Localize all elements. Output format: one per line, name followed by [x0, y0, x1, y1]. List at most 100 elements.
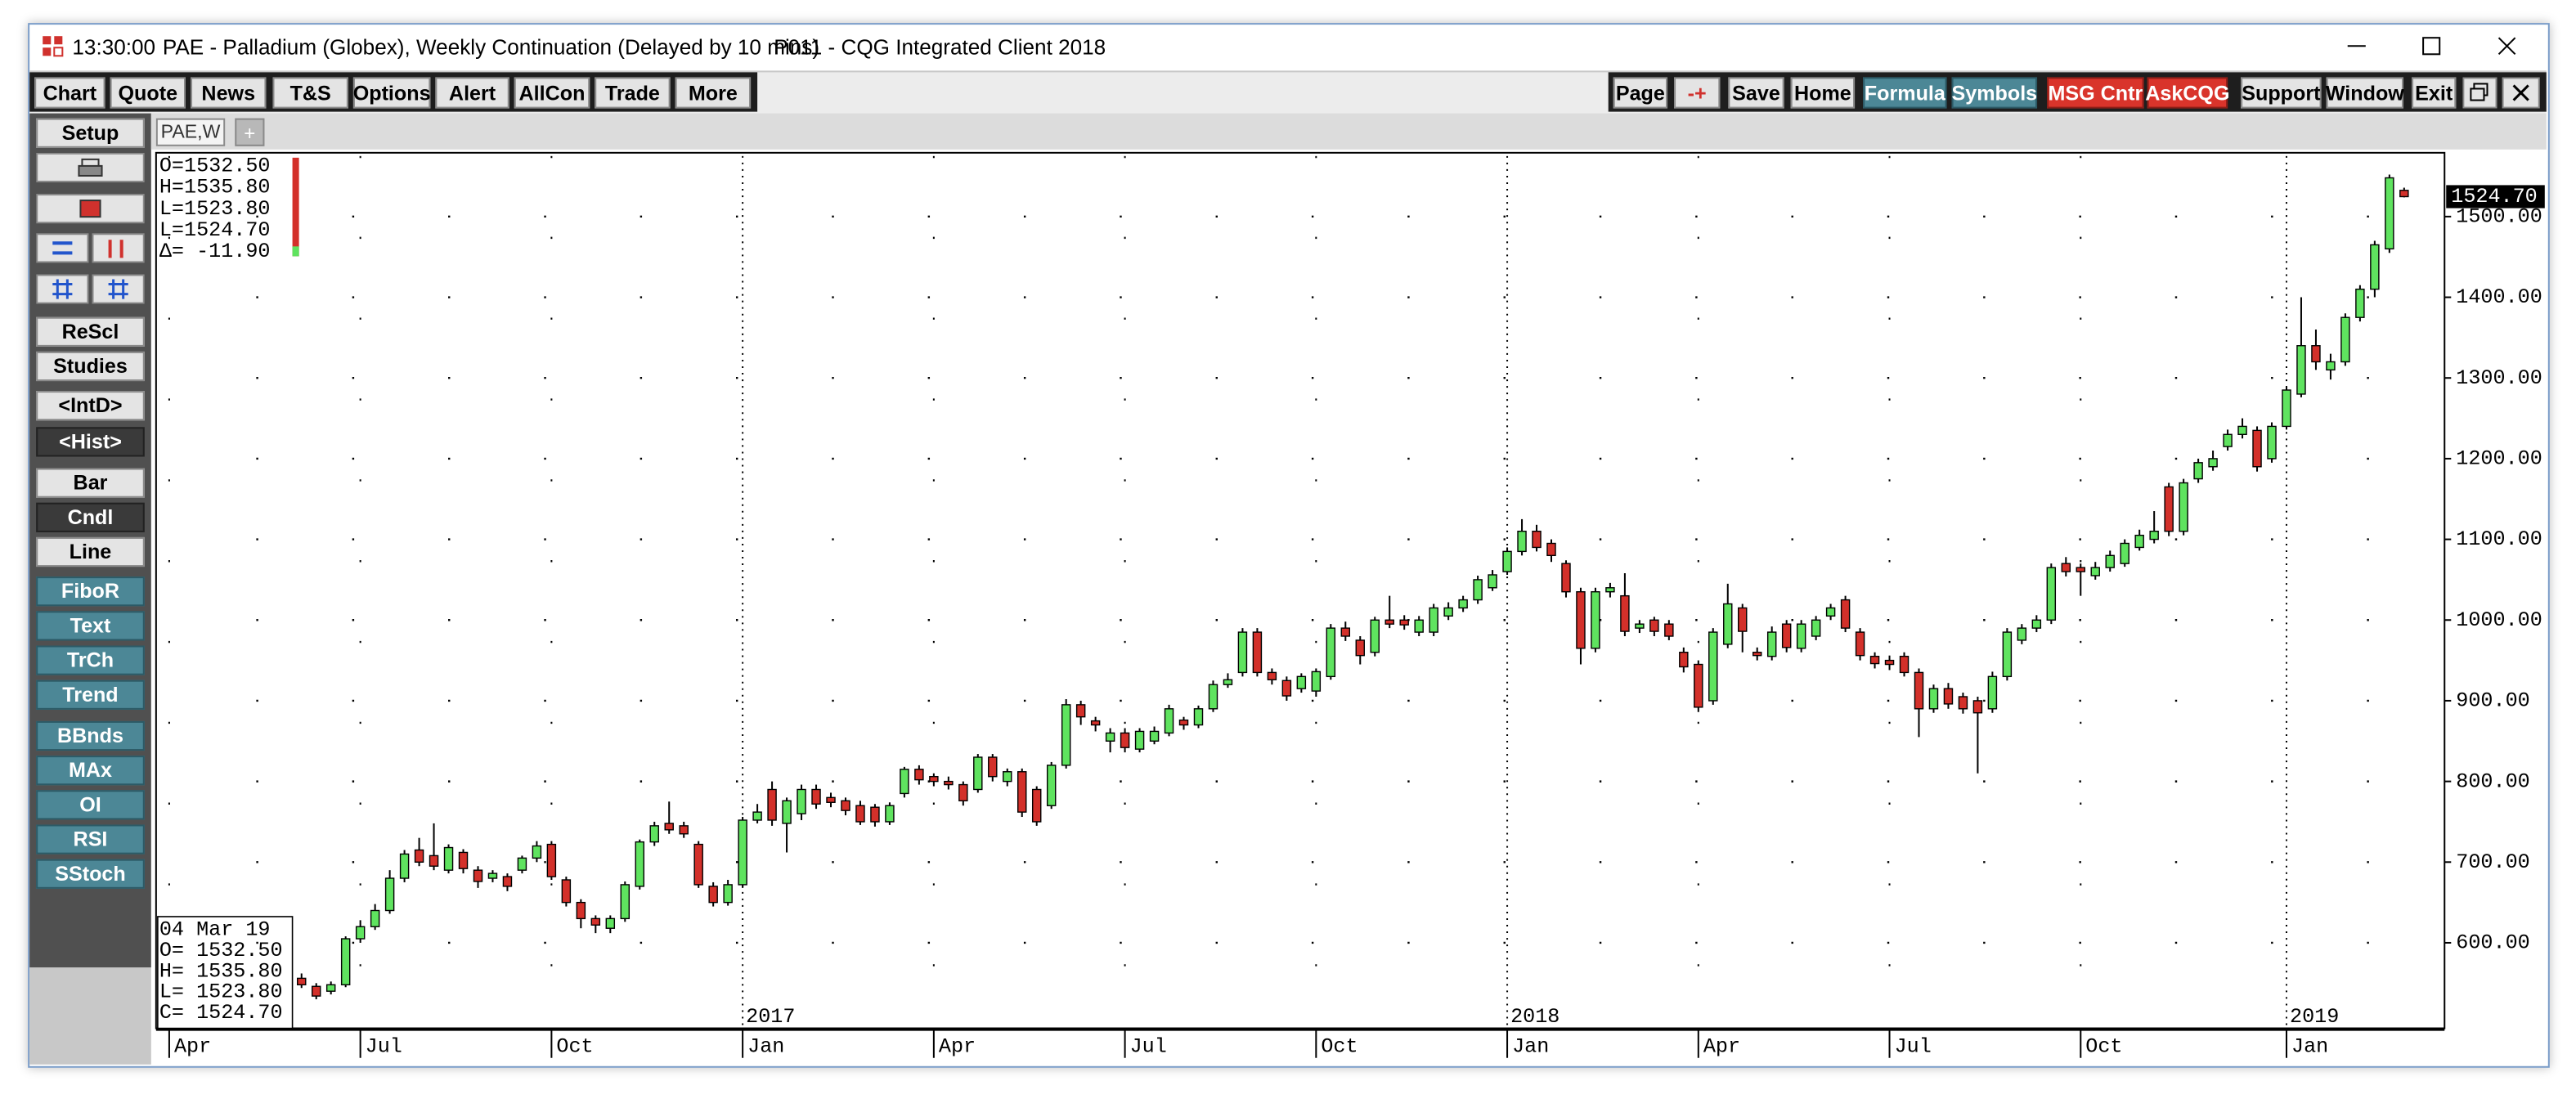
candle-body [1855, 631, 1865, 657]
candle-body [1488, 574, 1497, 589]
candle-body [443, 846, 454, 871]
candle-body [1825, 607, 1836, 617]
sidebar-button[interactable]: ReScl [36, 316, 145, 347]
candle-body [752, 811, 762, 821]
candle-body [1031, 788, 1042, 823]
toolbar-button[interactable]: AllCon [514, 77, 590, 109]
clock: 13:30:00 [72, 34, 156, 60]
sidebar-button[interactable]: Line [36, 536, 145, 567]
window-controls[interactable] [2333, 26, 2538, 65]
candle-body [635, 841, 644, 887]
candle-body [1766, 631, 1777, 657]
candle-body [517, 857, 527, 871]
sidebar-button[interactable]: SStoch [36, 859, 145, 889]
candle-body [767, 788, 777, 821]
candle-body [1708, 631, 1718, 702]
candle-body [855, 805, 865, 823]
candle-body [311, 985, 321, 997]
candle-body [2149, 531, 2159, 541]
chart-tab[interactable]: PAE,W [155, 118, 226, 146]
cursor-box [157, 916, 294, 1029]
ohlc-info: H=1535.80 [159, 176, 271, 200]
x-tick-label: Oct [1321, 1034, 1358, 1058]
candle-body [2282, 389, 2291, 428]
toolbar-button[interactable]: Exit [2412, 77, 2457, 109]
mini-bar-green [292, 246, 299, 257]
sidebar-button[interactable]: <IntD> [36, 391, 145, 421]
candle-body [1561, 563, 1571, 593]
candle-body [1679, 652, 1689, 668]
candle-body [1296, 675, 1307, 689]
candle-body [1811, 619, 1821, 637]
sidebar-button[interactable]: FiboR [36, 576, 145, 607]
candle-body [2076, 567, 2085, 572]
candle-body [2164, 486, 2174, 532]
sidebar-button[interactable]: OI [36, 790, 145, 820]
toolbar-button[interactable]: Page [1613, 77, 1668, 109]
toolbar-button[interactable]: Home [1790, 77, 1856, 109]
candle-body [1664, 623, 1674, 637]
candle-body [1281, 680, 1292, 697]
tab-row [150, 113, 2547, 150]
toolbar-button[interactable]: T&S [272, 77, 348, 109]
toolbar-icons[interactable] [2462, 77, 2541, 109]
candle-body [797, 788, 806, 814]
toolbar-button[interactable]: Quote [110, 77, 186, 109]
candle-body [1517, 531, 1527, 553]
candle-body [2061, 563, 2071, 572]
candle-body [1090, 720, 1101, 726]
candle-body [2355, 288, 2365, 318]
toolbar-button[interactable]: Save [1728, 77, 1784, 109]
sidebar-button[interactable]: Bar [36, 468, 145, 498]
toolbar-button[interactable]: AskCQG [2145, 77, 2229, 109]
sidebar-button[interactable]: TrCh [36, 645, 145, 675]
candle-body [429, 855, 439, 867]
sidebar-button[interactable]: Studies [36, 351, 145, 382]
add-tab[interactable]: + [235, 118, 265, 146]
candle-body [811, 788, 821, 805]
sidebar-button[interactable]: Text [36, 611, 145, 641]
candle-body [1134, 730, 1145, 750]
candle-body [929, 775, 939, 783]
sidebar-button[interactable]: RSI [36, 824, 145, 855]
candle-body [561, 879, 572, 904]
sidebar-icons[interactable] [36, 152, 145, 304]
candle-body [1223, 679, 1233, 685]
candle-body [2385, 177, 2394, 250]
toolbar-button[interactable]: Options [353, 77, 431, 109]
toolbar-button[interactable]: Formula [1863, 77, 1947, 109]
toolbar-button[interactable]: Alert [435, 77, 509, 109]
candle-body [679, 825, 689, 835]
candle-body [1105, 732, 1115, 742]
toolbar-button[interactable]: News [191, 77, 267, 109]
toolbar-button[interactable]: Chart [34, 77, 105, 109]
toolbar-button[interactable]: Trade [595, 77, 671, 109]
candle-body [1987, 675, 1998, 710]
candle-body [487, 872, 498, 879]
x-tick-label: Jan [1512, 1034, 1549, 1058]
sidebar-button[interactable]: MAx [36, 756, 145, 786]
sidebar-button[interactable]: Setup [36, 118, 145, 148]
toolbar-button[interactable]: Window [2326, 77, 2404, 109]
candle-body [2296, 345, 2306, 395]
candle-body [1429, 607, 1438, 633]
candle-body [1473, 579, 1483, 601]
candle-body [1723, 603, 1733, 645]
candle-body [340, 938, 351, 985]
toolbar-button[interactable]: More [675, 77, 752, 109]
toolbar-button[interactable]: MSG Cntr [2047, 77, 2144, 109]
candle-body [1694, 663, 1703, 708]
toolbar-button[interactable]: -+ [1674, 77, 1721, 109]
candle-body [1075, 704, 1086, 718]
sidebar-button[interactable]: Cndl [36, 502, 145, 532]
toolbar-button[interactable]: Symbols [1951, 77, 2037, 109]
candle-body [590, 917, 601, 926]
sidebar-button[interactable]: <Hist> [36, 427, 145, 457]
toolbar-button[interactable]: Support [2241, 77, 2322, 109]
sidebar-button[interactable]: BBnds [36, 720, 145, 751]
candle-body [1899, 655, 1910, 674]
candle-body [546, 843, 557, 877]
candle-body [1943, 688, 1954, 705]
candle-body [2017, 627, 2027, 641]
sidebar-button[interactable]: Trend [36, 680, 145, 710]
